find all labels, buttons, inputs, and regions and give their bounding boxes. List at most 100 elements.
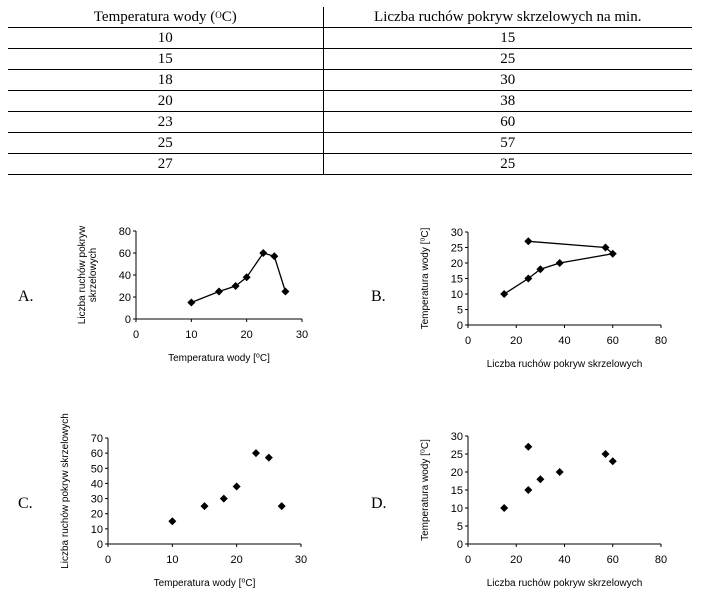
chart-b-x-tick-label: 20 — [510, 335, 522, 347]
chart-d: 0 5 10 15 20 25 30 0 20 40 60 80 Liczba ruchów pokry… — [420, 431, 667, 589]
chart-d-data-point — [524, 442, 533, 451]
table-row: 15 25 — [8, 48, 692, 70]
chart-b-y-tick-label: 5 — [457, 305, 463, 317]
chart-c: 0 10 20 30 40 50 60 70 0 10 20 30 Temperatura wody [… — [60, 413, 307, 589]
chart-d-data-point — [555, 468, 564, 476]
chart-d-y-tick-label: 30 — [451, 431, 463, 443]
chart-b-y-tick-label: 30 — [451, 227, 463, 239]
chart-a-x-tick-label: 20 — [241, 329, 253, 341]
cell-temp: 25 — [8, 132, 324, 154]
chart-a-y-tick-label: 80 — [119, 226, 131, 238]
chart-d-y-tick-label: 0 — [457, 539, 463, 551]
chart-a-data-point — [242, 273, 251, 282]
chart-b-series-line — [503, 240, 615, 295]
cell-moves: 38 — [322, 90, 692, 112]
chart-c-data-point — [232, 482, 241, 491]
chart-d-x-tick-label: 40 — [558, 554, 570, 566]
chart-a-data-point — [215, 287, 223, 296]
chart-b-x-tick-label: 40 — [558, 335, 570, 347]
chart-c-x-axis-title: Temperatura wody [⁰C] — [154, 578, 256, 589]
table-row: 18 30 — [8, 69, 692, 91]
cell-temp: 20 — [8, 90, 324, 112]
chart-d-data-point — [500, 504, 509, 512]
chart-b-data-point — [500, 290, 509, 298]
chart-c-data-point — [219, 494, 228, 503]
header-temperature-unit: C) — [221, 9, 237, 25]
chart-a-y-axis-title: Liczba ruchów pokryw — [77, 225, 88, 324]
cell-temp: 27 — [8, 153, 324, 175]
cell-moves: 25 — [322, 153, 692, 175]
chart-d-y-axis-title: Temperatura wody [⁰C] — [420, 439, 431, 541]
chart-a-y-tick-label: 60 — [119, 248, 131, 260]
chart-a-data-point — [231, 282, 240, 290]
chart-d-x-axis-title: Liczba ruchów pokryw skrzelowych — [487, 578, 643, 589]
cell-moves: 57 — [322, 132, 692, 154]
chart-b-data-point — [601, 243, 610, 252]
table-row: 25 57 — [8, 132, 692, 154]
chart-b-y-tick-label: 0 — [457, 320, 463, 332]
chart-b-y-tick-label: 25 — [451, 243, 463, 255]
chart-a-x-axis-title: Temperatura wody [⁰C] — [168, 353, 270, 364]
chart-d-data-point — [608, 457, 617, 466]
chart-c-y-tick-label: 40 — [91, 478, 103, 490]
cell-moves: 30 — [322, 69, 692, 91]
chart-a-x-tick-label: 10 — [185, 329, 197, 341]
table-row: 20 38 — [8, 90, 692, 112]
chart-d-y-tick-label: 25 — [451, 449, 463, 461]
chart-c-y-axis-title: Liczba ruchów pokryw skrzelowych — [60, 413, 71, 569]
chart-c-y-tick-label: 20 — [91, 509, 103, 521]
option-letter-a: A. — [18, 288, 34, 305]
cell-moves: 60 — [322, 111, 692, 133]
table-row: 27 25 — [8, 153, 692, 175]
chart-b: 0 5 10 15 20 25 30 0 20 40 60 80 Liczba ruchów pokry… — [420, 227, 667, 370]
chart-a-y-tick-label: 20 — [119, 292, 131, 304]
chart-d-y-tick-label: 5 — [457, 521, 463, 533]
chart-c-y-tick-label: 10 — [91, 524, 103, 536]
chart-b-x-tick-label: 60 — [607, 335, 619, 347]
chart-c-x-tick-label: 10 — [166, 554, 178, 566]
chart-d-data-point — [601, 450, 610, 458]
chart-a-y-tick-label: 40 — [119, 270, 131, 282]
chart-a-data-point — [259, 249, 268, 257]
header-temperature: Temperatura wody (OC) — [8, 7, 324, 28]
chart-d-x-tick-label: 0 — [465, 554, 471, 566]
chart-b-y-tick-label: 15 — [451, 274, 463, 286]
chart-c-y-tick-label: 60 — [91, 448, 103, 460]
cell-temp: 10 — [8, 27, 324, 49]
chart-c-y-tick-label: 0 — [97, 539, 103, 551]
chart-b-x-tick-label: 80 — [655, 335, 667, 347]
chart-b-data-point — [524, 274, 533, 283]
chart-c-x-tick-label: 0 — [105, 554, 111, 566]
chart-c-y-tick-label: 50 — [91, 463, 103, 475]
chart-d-x-tick-label: 20 — [510, 554, 522, 566]
chart-a-data-point — [187, 298, 196, 307]
cell-temp: 23 — [8, 111, 324, 133]
option-letter-c: C. — [18, 495, 33, 512]
chart-d-data-point — [524, 486, 533, 494]
option-letter-d: D. — [371, 495, 387, 512]
chart-b-data-point — [536, 265, 545, 274]
chart-a-y-tick-label: 0 — [125, 314, 131, 326]
chart-a: 0 20 40 60 80 0 10 20 30 Temperatura wody [⁰C] Lic… — [77, 225, 308, 364]
chart-c-data-point — [251, 449, 260, 458]
chart-b-y-tick-label: 20 — [451, 258, 463, 270]
chart-c-data-point — [200, 502, 209, 511]
table-row: 23 60 — [8, 111, 692, 133]
cell-moves: 15 — [322, 27, 692, 49]
chart-c-y-tick-label: 30 — [91, 494, 103, 506]
chart-a-x-tick-label: 30 — [296, 329, 308, 341]
cell-moves: 25 — [322, 48, 692, 70]
chart-d-y-tick-label: 10 — [451, 503, 463, 515]
chart-b-data-point — [524, 237, 533, 246]
cell-temp: 18 — [8, 69, 324, 91]
chart-a-data-point — [270, 252, 279, 261]
chart-d-y-tick-label: 15 — [451, 485, 463, 497]
option-letter-b: B. — [371, 288, 386, 305]
data-table: Temperatura wody (OC) Liczba ruchów pokr… — [8, 7, 692, 175]
chart-d-x-tick-label: 80 — [655, 554, 667, 566]
chart-c-y-tick-label: 70 — [91, 433, 103, 445]
header-gill-moves: Liczba ruchów pokryw skrzelowych na min. — [322, 7, 692, 28]
chart-b-y-axis-title: Temperatura wody [⁰C] — [420, 227, 431, 329]
chart-a-series-line — [191, 252, 287, 304]
chart-b-y-tick-label: 10 — [451, 289, 463, 301]
